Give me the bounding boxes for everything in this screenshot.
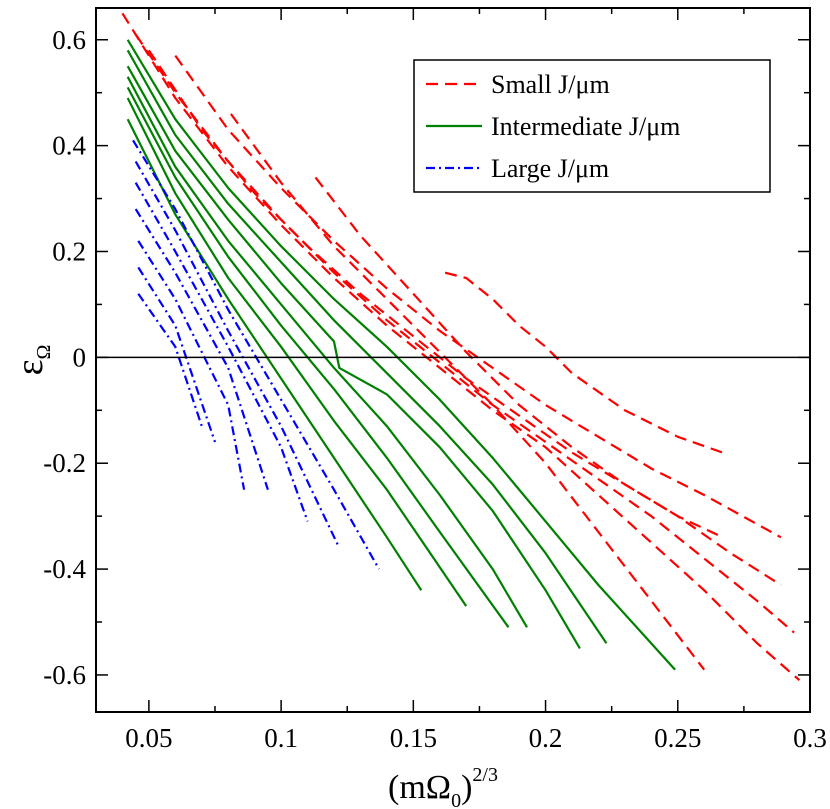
series-line-intermediate-2 xyxy=(126,49,608,644)
series-line-large-2 xyxy=(134,160,341,549)
x-tick-label: 0.3 xyxy=(793,723,827,753)
x-tick-label: 0.2 xyxy=(529,723,563,753)
x-axis-title-sub: 0 xyxy=(451,790,461,809)
series-line-large-4 xyxy=(134,208,269,491)
y-tick-label: 0 xyxy=(73,342,87,372)
series-line-intermediate-1 xyxy=(126,39,676,671)
y-axis-title-sub: Ω xyxy=(33,345,55,360)
x-tick-label: 0.25 xyxy=(654,723,701,753)
legend-label-intermediate: Intermediate J/μm xyxy=(491,112,680,141)
series-line-small-1 xyxy=(121,12,801,682)
series-line-intermediate-7 xyxy=(126,118,423,591)
y-tick-label: -0.4 xyxy=(43,554,86,584)
y-tick-label: -0.2 xyxy=(43,448,86,478)
series-line-small-7 xyxy=(444,271,724,454)
series-line-small-6 xyxy=(314,176,724,539)
legend-label-large: Large J/μm xyxy=(491,154,609,183)
series-line-large-6 xyxy=(137,266,217,443)
y-axis-title-base: ε xyxy=(9,359,51,375)
series-line-intermediate-6 xyxy=(126,97,468,607)
y-tick-label: 0.6 xyxy=(52,25,86,55)
x-axis-title-base: (mΩ xyxy=(388,769,451,806)
x-tick-label: 0.15 xyxy=(390,723,437,753)
series-line-large-1 xyxy=(132,139,380,570)
series-line-large-3 xyxy=(134,182,309,522)
series-line-small-4 xyxy=(174,54,782,539)
series-line-small-2 xyxy=(134,33,795,634)
legend: Small J/μm Intermediate J/μm Large J/μm xyxy=(413,59,771,193)
series-line-large-5 xyxy=(137,240,246,490)
legend-label-small: Small J/μm xyxy=(491,70,610,99)
y-tick-label: -0.6 xyxy=(43,660,86,690)
series-line-large-7 xyxy=(137,293,203,427)
x-axis-title-sup: 2/3 xyxy=(472,764,498,786)
legend-entries: Small J/μm Intermediate J/μm Large J/μm xyxy=(426,70,680,183)
x-tick-label: 0.05 xyxy=(125,723,172,753)
series-line-intermediate-4 xyxy=(126,76,528,628)
series-line-intermediate-3 xyxy=(126,65,581,650)
plot-frame xyxy=(95,7,811,713)
y-tick-label: 0.2 xyxy=(52,236,86,266)
x-axis-title: (mΩ0)2/3 xyxy=(388,764,498,809)
tick-layer: 0.05 0.1 0.15 0.2 0.25 0.3 -0.6 -0.4 -0.2 0 0.2 0.4… xyxy=(43,8,827,753)
x-tick-label: 0.1 xyxy=(264,723,298,753)
y-tick-label: 0.4 xyxy=(52,131,86,161)
x-axis-title-close: ) xyxy=(461,769,472,806)
y-axis-title: εΩ xyxy=(9,345,55,376)
